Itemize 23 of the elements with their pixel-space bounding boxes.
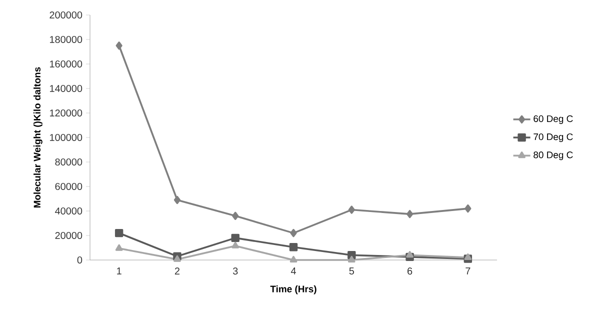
x-tick-label: 3 [232, 268, 238, 275]
x-tick-label: 4 [290, 268, 296, 274]
legend-label: 70 Deg C [534, 133, 573, 142]
legend-label: 60 Deg C [534, 115, 573, 124]
y-tick-label: 120000 [50, 109, 82, 117]
x-tick-label: 5 [349, 268, 354, 274]
x-tick-label: 1 [117, 268, 122, 274]
y-tick-label: 160000 [50, 60, 82, 68]
legend-label: 80 Deg C [534, 152, 573, 160]
y-tick-label: 60000 [55, 182, 82, 190]
y-axis-title: Molecular Weight ()Kilo daltons [34, 67, 42, 208]
y-tick-label: 20000 [55, 232, 82, 240]
y-tick-label: 100000 [50, 134, 82, 142]
y-tick-label: 140000 [50, 84, 82, 92]
y-tick-label: 40000 [55, 207, 82, 215]
x-axis-title: Time (Hrs) [270, 285, 316, 294]
y-tick-label: 180000 [50, 36, 82, 44]
y-tick-label: 80000 [55, 158, 82, 166]
y-tick-label: 0 [77, 256, 82, 264]
x-tick-label: 6 [408, 268, 412, 275]
y-tick-label: 200000 [50, 11, 82, 19]
x-tick-label: 7 [466, 268, 470, 274]
x-tick-label: 2 [174, 268, 180, 274]
